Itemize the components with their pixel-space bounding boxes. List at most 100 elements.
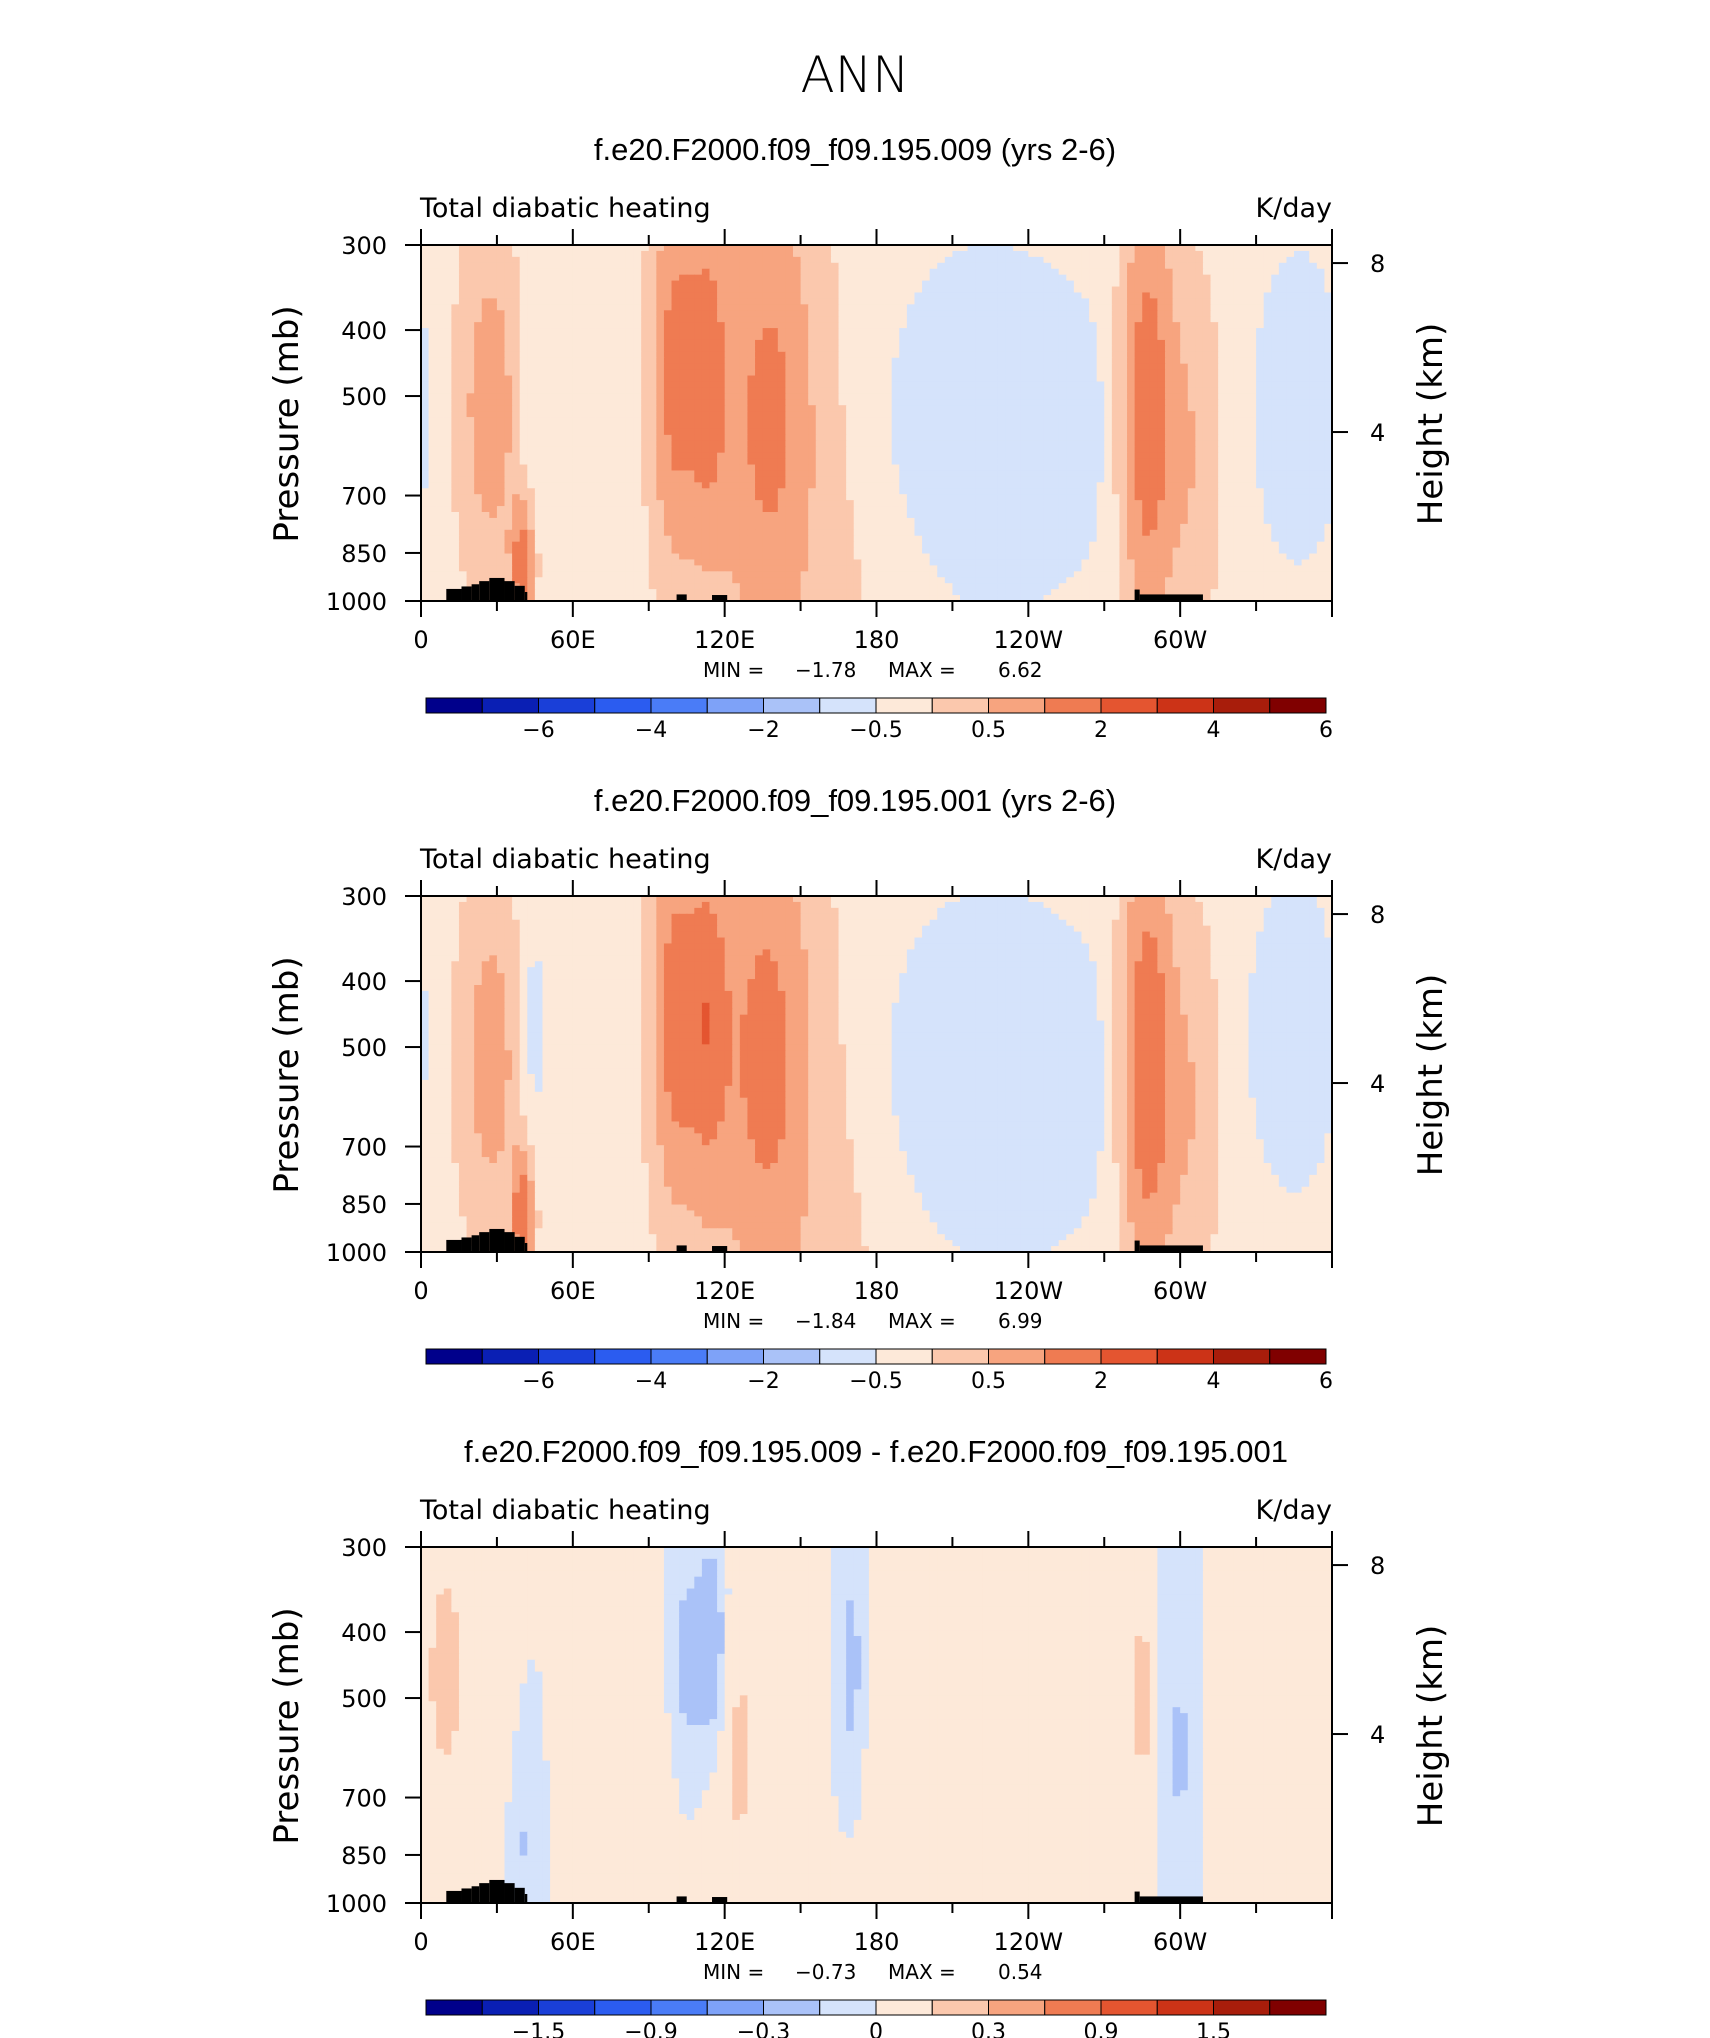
heatmap-cell bbox=[1211, 465, 1219, 472]
heatmap-cell bbox=[1173, 429, 1181, 436]
heatmap-cell bbox=[512, 281, 520, 288]
heatmap-cell bbox=[1028, 411, 1036, 418]
heatmap-cell bbox=[489, 376, 497, 383]
heatmap-cell bbox=[474, 322, 482, 329]
heatmap-cell bbox=[1317, 251, 1325, 258]
heatmap-cell bbox=[702, 334, 710, 341]
heatmap-cell bbox=[922, 381, 930, 388]
heatmap-cell bbox=[732, 298, 740, 305]
heatmap-cell bbox=[535, 263, 543, 270]
heatmap-cell bbox=[1226, 316, 1234, 323]
heatmap-cell bbox=[1317, 417, 1325, 424]
heatmap-cell bbox=[1028, 275, 1036, 282]
heatmap-cell bbox=[1044, 304, 1052, 311]
heatmap-cell bbox=[489, 411, 497, 418]
heatmap-cell bbox=[687, 429, 695, 436]
heatmap-cell bbox=[664, 298, 672, 305]
heatmap-cell bbox=[709, 322, 717, 329]
heatmap-cell bbox=[717, 482, 725, 489]
heatmap-cell bbox=[1097, 417, 1105, 424]
heatmap-cell bbox=[1089, 275, 1097, 282]
heatmap-cell bbox=[1081, 429, 1089, 436]
heatmap-cell bbox=[725, 358, 733, 365]
heatmap-cell bbox=[459, 292, 467, 299]
heatmap-cell bbox=[930, 441, 938, 448]
heatmap-cell bbox=[990, 482, 998, 489]
heatmap-cell bbox=[983, 376, 991, 383]
heatmap-cell bbox=[1226, 334, 1234, 341]
heatmap-cell bbox=[512, 476, 520, 483]
heatmap-cell bbox=[641, 257, 649, 264]
heatmap-cell bbox=[907, 417, 915, 424]
heatmap-cell bbox=[884, 435, 892, 442]
heatmap-cell bbox=[1317, 435, 1325, 442]
heatmap-cell bbox=[1150, 387, 1158, 394]
heatmap-cell bbox=[1271, 453, 1279, 460]
heatmap-cell bbox=[1180, 292, 1188, 299]
heatmap-cell bbox=[505, 304, 513, 311]
heatmap-cell bbox=[527, 465, 535, 472]
heatmap-cell bbox=[451, 447, 459, 454]
heatmap-cell bbox=[968, 275, 976, 282]
heatmap-cell bbox=[664, 488, 672, 495]
heatmap-cell bbox=[937, 453, 945, 460]
heatmap-cell bbox=[573, 298, 581, 305]
heatmap-cell bbox=[1271, 358, 1279, 365]
heatmap-cell bbox=[952, 470, 960, 477]
heatmap-cell bbox=[816, 387, 824, 394]
heatmap-cell bbox=[429, 387, 437, 394]
heatmap-cell bbox=[1142, 417, 1150, 424]
heatmap-cell bbox=[1089, 358, 1097, 365]
heatmap-cell bbox=[1256, 429, 1264, 436]
heatmap-cell bbox=[429, 381, 437, 388]
heatmap-cell bbox=[1104, 370, 1112, 377]
heatmap-cell bbox=[763, 465, 771, 472]
heatmap-cell bbox=[1066, 417, 1074, 424]
heatmap-cell bbox=[527, 470, 535, 477]
heatmap-cell bbox=[877, 298, 885, 305]
heatmap-cell bbox=[1294, 310, 1302, 317]
heatmap-cell bbox=[1157, 381, 1165, 388]
heatmap-cell bbox=[952, 292, 960, 299]
heatmap-cell bbox=[596, 269, 604, 276]
heatmap-cell bbox=[1165, 304, 1173, 311]
heatmap-cell bbox=[975, 405, 983, 412]
heatmap-cell bbox=[565, 316, 573, 323]
heatmap-cell bbox=[1089, 447, 1097, 454]
heatmap-cell bbox=[1279, 429, 1287, 436]
heatmap-cell bbox=[1006, 417, 1014, 424]
heatmap-cell bbox=[1074, 435, 1082, 442]
heatmap-cell bbox=[580, 310, 588, 317]
heatmap-cell bbox=[725, 476, 733, 483]
heatmap-cell bbox=[1294, 346, 1302, 353]
heatmap-cell bbox=[990, 476, 998, 483]
heatmap-cell bbox=[1157, 298, 1165, 305]
heatmap-cell bbox=[755, 441, 763, 448]
heatmap-cell bbox=[831, 298, 839, 305]
heatmap-cell bbox=[770, 316, 778, 323]
heatmap-cell bbox=[930, 435, 938, 442]
heatmap-cell bbox=[1248, 399, 1256, 406]
heatmap-cell bbox=[914, 328, 922, 335]
heatmap-cell bbox=[709, 263, 717, 270]
heatmap-cell bbox=[831, 476, 839, 483]
heatmap-cell bbox=[1081, 447, 1089, 454]
heatmap-cell bbox=[785, 387, 793, 394]
heatmap-cell bbox=[740, 423, 748, 430]
heatmap-cell bbox=[1279, 346, 1287, 353]
heatmap-cell bbox=[1233, 423, 1241, 430]
heatmap-cell bbox=[1157, 257, 1165, 264]
heatmap-cell bbox=[1233, 411, 1241, 418]
heatmap-cell bbox=[740, 453, 748, 460]
heatmap-cell bbox=[1248, 310, 1256, 317]
heatmap-cell bbox=[945, 251, 953, 258]
heatmap-cell bbox=[747, 381, 755, 388]
heatmap-cell bbox=[1226, 263, 1234, 270]
heatmap-cell bbox=[1195, 393, 1203, 400]
heatmap-cell bbox=[626, 304, 634, 311]
heatmap-cell bbox=[641, 334, 649, 341]
heatmap-cell bbox=[907, 322, 915, 329]
heatmap-cell bbox=[603, 399, 611, 406]
heatmap-cell bbox=[1211, 376, 1219, 383]
heatmap-cell bbox=[990, 281, 998, 288]
